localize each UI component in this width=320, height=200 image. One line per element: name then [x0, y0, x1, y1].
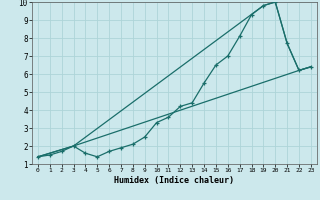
- X-axis label: Humidex (Indice chaleur): Humidex (Indice chaleur): [115, 176, 234, 185]
